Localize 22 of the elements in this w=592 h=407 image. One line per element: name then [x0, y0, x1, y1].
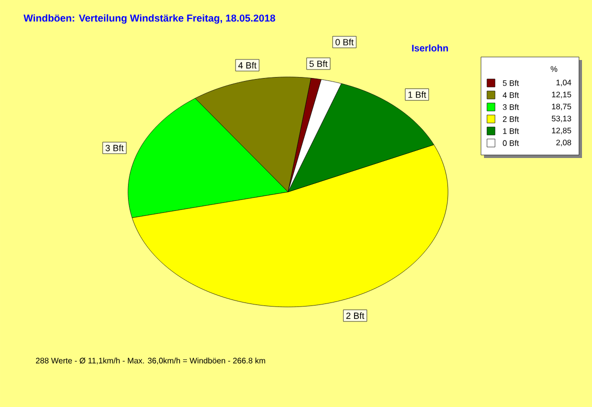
legend-label: 2 Bft	[502, 116, 519, 122]
data-label: 12,85	[552, 128, 572, 134]
text: 288 Werte - Ø 11,1km/h - Max. 36,0km/h = Windböen - 266.8 km	[36, 358, 266, 364]
legend-label: 0 Bft	[502, 140, 519, 146]
chart-title: Windböen: Verteilung Windstärke Freitag, 18.05.2018	[24, 14, 276, 24]
legend-label: 4 Bft	[502, 92, 519, 98]
data-label: 2,08	[556, 140, 572, 146]
legend-label: 1 Bft	[503, 128, 519, 134]
legend-label: 3 Bft	[502, 104, 519, 110]
slice-label: 3 Bft	[106, 144, 124, 152]
slice-label: 4 Bft	[238, 62, 257, 69]
data-label: 12,15	[552, 92, 572, 98]
data-label: 18,75	[552, 104, 572, 110]
slice-label: 5 Bft	[309, 60, 328, 67]
legend-label: 5 Bft	[502, 80, 519, 86]
data-label: 53,13	[552, 116, 572, 122]
legend-title: %	[550, 66, 558, 72]
slice-label: 1 Bft	[408, 91, 426, 98]
data-label: 1,04	[556, 80, 572, 86]
chart-subtitle: Iserlohn	[412, 44, 448, 52]
category-label: 0 Bft	[336, 38, 354, 46]
category-label: 2 Bft	[346, 312, 364, 319]
